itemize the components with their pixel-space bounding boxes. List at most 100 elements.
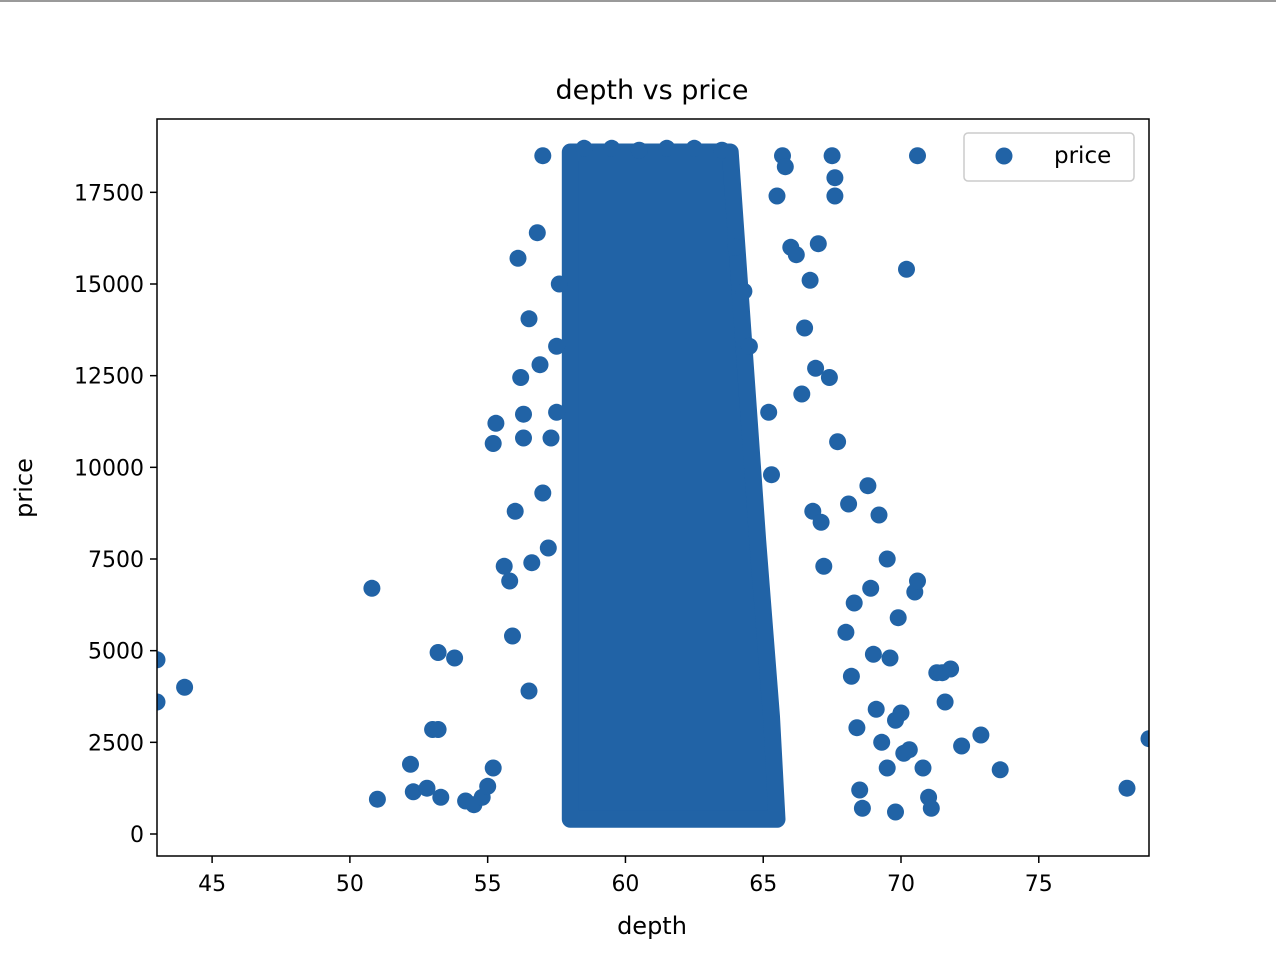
x-axis-label: depth	[617, 912, 687, 940]
data-point	[763, 466, 780, 484]
data-point	[922, 799, 940, 817]
data-point	[776, 158, 794, 176]
data-point	[534, 147, 552, 165]
data-points	[157, 139, 1149, 821]
y-axis-label: price	[10, 458, 38, 518]
data-point	[363, 579, 381, 597]
data-point	[550, 275, 568, 293]
y-axis-ticks: 0 2500 5000 7500 10000 12500 15000 17500	[74, 181, 157, 848]
data-point	[509, 249, 527, 267]
data-point	[862, 579, 880, 597]
data-point	[812, 513, 830, 531]
data-point	[368, 790, 386, 808]
data-point	[887, 803, 904, 821]
data-point	[512, 369, 530, 386]
data-point	[740, 337, 758, 355]
data-point	[826, 169, 844, 187]
x-tick-label: 55	[474, 872, 502, 897]
data-point	[520, 310, 538, 328]
data-point	[807, 359, 825, 377]
data-point	[820, 369, 838, 386]
data-point	[793, 385, 811, 403]
data-point	[575, 139, 593, 157]
chart-title: depth vs price	[556, 75, 749, 106]
data-point	[658, 139, 676, 157]
data-point	[796, 319, 814, 337]
data-point	[506, 502, 524, 520]
data-point	[404, 783, 422, 801]
data-point	[727, 238, 745, 256]
data-point	[429, 721, 447, 738]
data-point	[487, 414, 505, 432]
data-point	[157, 693, 166, 711]
data-point	[528, 224, 546, 242]
data-point	[548, 337, 566, 355]
data-point	[523, 554, 541, 572]
data-point	[845, 594, 863, 612]
data-point	[826, 187, 844, 205]
data-point	[848, 719, 866, 737]
y-tick-label: 0	[130, 823, 144, 848]
data-point	[867, 700, 885, 718]
data-point	[909, 147, 926, 165]
y-tick-label: 5000	[88, 640, 144, 665]
data-point	[402, 755, 419, 773]
plot-frame	[156, 118, 1150, 857]
x-tick-label: 50	[336, 872, 364, 897]
x-tick-label: 65	[749, 872, 777, 897]
x-tick-label: 45	[198, 872, 226, 897]
data-point	[520, 682, 538, 700]
legend: price	[963, 132, 1135, 182]
data-point	[870, 506, 888, 524]
data-point	[630, 141, 648, 159]
data-point	[873, 733, 891, 751]
window-top-border	[0, 0, 1276, 2]
data-point	[539, 539, 557, 557]
data-point	[787, 246, 805, 264]
data-point	[157, 651, 166, 669]
data-point	[515, 429, 532, 447]
data-point	[823, 147, 841, 165]
data-point	[735, 282, 753, 300]
data-point	[685, 139, 703, 157]
data-point	[479, 777, 497, 795]
data-point	[898, 260, 915, 278]
data-point	[815, 557, 833, 575]
y-tick-label: 7500	[88, 548, 144, 573]
x-tick-label: 75	[1025, 872, 1053, 897]
data-point	[418, 779, 436, 797]
data-point	[859, 477, 877, 495]
data-point	[972, 726, 990, 744]
data-point	[953, 737, 971, 755]
data-point	[534, 484, 552, 502]
data-point	[603, 139, 621, 157]
data-point	[900, 741, 918, 759]
data-point	[548, 403, 566, 421]
data-point	[878, 550, 896, 568]
data-point	[501, 572, 519, 590]
data-point	[840, 495, 858, 513]
data-point	[495, 557, 513, 575]
data-point	[942, 660, 960, 678]
data-point	[881, 649, 899, 667]
data-point	[936, 693, 954, 711]
y-tick-label: 15000	[74, 273, 144, 298]
y-tick-label: 12500	[74, 365, 144, 390]
data-point	[176, 678, 194, 696]
data-point	[446, 649, 464, 667]
data-point	[504, 627, 521, 645]
data-point	[837, 623, 855, 641]
data-point	[429, 644, 447, 661]
x-axis-ticks: 45 50 55 60 65 70 75	[198, 856, 1053, 897]
data-point	[531, 356, 549, 374]
data-point	[1140, 730, 1149, 748]
data-point	[829, 433, 847, 451]
data-point	[515, 405, 532, 423]
data-point	[801, 271, 819, 289]
data-point	[713, 141, 731, 159]
data-point	[991, 761, 1009, 779]
data-point	[853, 799, 871, 817]
data-point	[889, 609, 907, 627]
plot-area	[157, 139, 1149, 828]
